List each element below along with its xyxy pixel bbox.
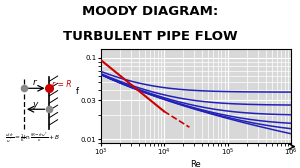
Text: $\frac{u(r)}{u^*}=\frac{1}{K}\ln\frac{(R{-}r)u^*}{\nu}+B$: $\frac{u(r)}{u^*}=\frac{1}{K}\ln\frac{(R… (5, 131, 60, 146)
Text: y: y (32, 100, 38, 109)
Text: r: r (32, 78, 36, 87)
Text: TURBULENT PIPE FLOW: TURBULENT PIPE FLOW (63, 30, 237, 43)
Y-axis label: f: f (76, 87, 79, 96)
Text: r = R: r = R (52, 80, 71, 89)
X-axis label: Re: Re (190, 160, 201, 168)
Text: MOODY DIAGRAM:: MOODY DIAGRAM: (82, 5, 218, 18)
